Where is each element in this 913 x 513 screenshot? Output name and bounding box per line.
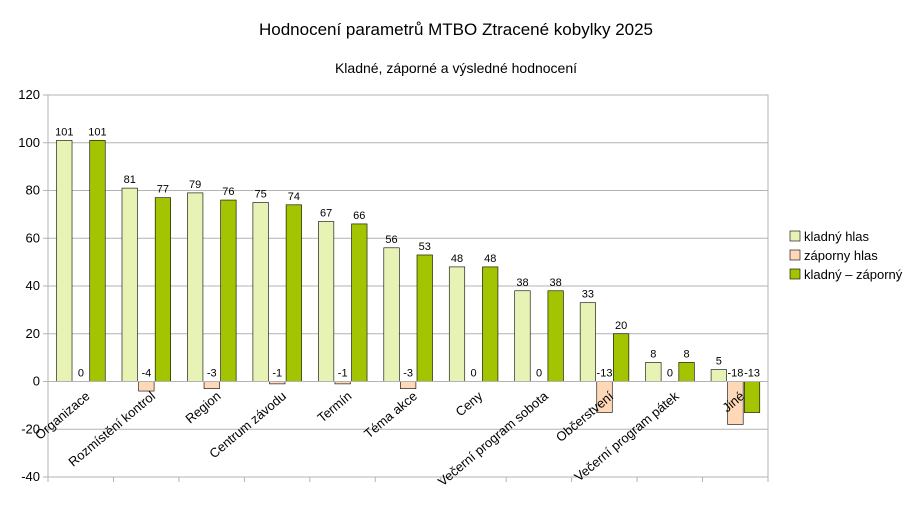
y-tick-label: 80 [26, 183, 40, 198]
category-label: Termín [314, 388, 354, 425]
bar [121, 187, 138, 382]
data-label: 33 [582, 289, 594, 301]
data-label: 0 [536, 368, 542, 380]
bar [285, 204, 302, 382]
data-label: 101 [88, 126, 106, 138]
data-label: -3 [207, 368, 217, 380]
data-label: -13 [744, 368, 760, 380]
category-label: Večerní program pátek [571, 388, 682, 484]
legend-swatch [789, 230, 801, 242]
bar [482, 266, 499, 382]
data-label: 20 [615, 320, 627, 332]
data-label: 48 [451, 253, 463, 265]
data-label: 48 [484, 253, 496, 265]
data-label: 8 [684, 348, 690, 360]
bar [252, 202, 269, 382]
bar [710, 369, 727, 382]
bar [743, 381, 761, 413]
data-label: 5 [716, 356, 722, 368]
y-tick-label: 20 [26, 326, 40, 341]
bar [547, 290, 564, 382]
data-label: 8 [650, 348, 656, 360]
y-tick-label: 100 [18, 135, 40, 150]
data-label: -13 [597, 368, 613, 380]
legend-entry: záporny hlas [804, 248, 878, 263]
bar [678, 362, 695, 382]
bar [187, 192, 204, 382]
data-label: 56 [385, 234, 397, 246]
y-tick-label: -20 [21, 421, 40, 436]
bar [400, 381, 417, 389]
data-label: -3 [403, 368, 413, 380]
bar [416, 254, 433, 382]
chart-subtitle: Kladné, záporné a výsledné hodnocení [335, 60, 577, 76]
bar-layer [56, 140, 761, 425]
bar [579, 302, 596, 382]
bar [56, 140, 73, 382]
data-label: 81 [124, 174, 136, 186]
bar [220, 199, 237, 382]
data-label: 67 [320, 208, 332, 220]
category-label: Občerstvení [553, 388, 617, 445]
data-label: 75 [255, 188, 267, 200]
category-label: Region [182, 388, 223, 426]
data-label: 0 [78, 368, 84, 380]
bar [645, 362, 662, 382]
bar [154, 197, 171, 382]
data-label: -1 [272, 368, 282, 380]
category-label: Organizace [32, 388, 93, 442]
data-label: 101 [55, 126, 73, 138]
legend: kladný hlas záporny hlas kladný – záporný [789, 229, 903, 282]
data-label: 0 [471, 368, 477, 380]
data-label: -1 [338, 368, 348, 380]
data-label: -4 [141, 368, 151, 380]
bar [448, 266, 466, 382]
bar [383, 247, 400, 382]
category-label: Večerní program sobota [435, 388, 552, 489]
bar [613, 333, 630, 382]
data-label: 66 [353, 210, 365, 222]
y-tick-label: 120 [18, 87, 40, 102]
y-tick-label: 60 [26, 230, 40, 245]
data-label: 0 [667, 368, 673, 380]
bar [514, 290, 531, 382]
data-label: 79 [189, 179, 201, 191]
data-label: 53 [419, 241, 431, 253]
legend-swatch [789, 249, 801, 261]
y-tick-label: -40 [21, 469, 40, 484]
chart-title: Hodnocení parametrů MTBO Ztracené kobylk… [259, 20, 653, 39]
category-label: Téma akce [361, 388, 420, 441]
category-label: Ceny [452, 388, 485, 419]
legend-swatch [789, 268, 801, 280]
y-tick-label: 0 [33, 374, 40, 389]
bar [318, 221, 335, 382]
bar [89, 140, 106, 382]
y-tick-label: 40 [26, 278, 40, 293]
legend-entry: kladný – záporný [804, 267, 903, 282]
data-label: 38 [550, 277, 562, 289]
data-label: -18 [727, 368, 743, 380]
bar [351, 223, 368, 382]
data-label: 38 [516, 277, 528, 289]
bar [203, 381, 220, 389]
data-label: 74 [288, 191, 300, 203]
legend-entry: kladný hlas [804, 229, 870, 244]
data-label: 76 [222, 186, 234, 198]
data-label: 77 [157, 184, 169, 196]
